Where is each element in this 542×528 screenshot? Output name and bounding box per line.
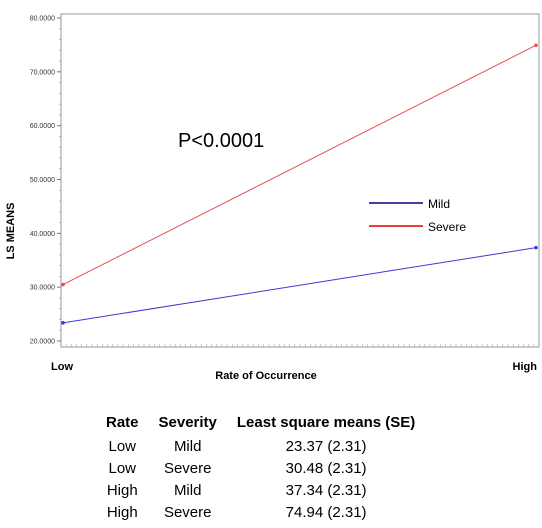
series-line-mild (62, 247, 537, 324)
y-tick-label: 40.0000 (30, 231, 55, 238)
x-category-low: Low (51, 361, 73, 373)
cell-rate: High (106, 503, 138, 521)
x-axis-minor-ticks (65, 344, 535, 347)
y-axis-title: LS MEANS (5, 203, 17, 260)
table-row: Low Mild 23.37 (2.31) (96, 435, 425, 457)
series-line-severe (62, 44, 537, 286)
series-layer (61, 43, 538, 325)
data-point-mild (61, 321, 65, 325)
y-tick-label: 60.0000 (30, 123, 55, 130)
y-tick-label: 20.0000 (30, 339, 55, 346)
legend-label-severe: Severe (428, 220, 466, 234)
cell-severity: Severe (163, 459, 212, 477)
x-axis-title: Rate of Occurrence (215, 370, 316, 382)
table-header-row: Rate Severity Least square means (SE) (96, 410, 425, 435)
cell-ls-mean: 74.94 (2.31) (285, 503, 367, 521)
cell-severity: Severe (163, 503, 212, 521)
cell-rate: High (106, 481, 138, 499)
plot-frame (60, 13, 540, 348)
legend: Mild Severe (369, 197, 466, 234)
table-row: High Mild 37.34 (2.31) (96, 479, 425, 501)
cell-ls-mean: 23.37 (2.31) (285, 437, 367, 455)
cell-rate: Low (108, 459, 137, 477)
legend-label-mild: Mild (428, 197, 450, 211)
x-category-high: High (513, 361, 538, 373)
header-severity: Severity (158, 414, 217, 431)
y-tick-label: 80.0000 (30, 16, 55, 23)
cell-rate: Low (108, 437, 137, 455)
data-point-severe (534, 43, 538, 48)
p-value-annotation: P<0.0001 (178, 130, 264, 152)
ls-means-chart: 20.0000 30.0000 40.0000 50.0000 60.0000 70.00… (5, 13, 540, 382)
header-ls-means: Least square means (SE) (236, 414, 416, 431)
data-point-mild (534, 245, 538, 250)
cell-ls-mean: 37.34 (2.31) (285, 481, 367, 499)
cell-severity: Mild (173, 481, 202, 499)
results-table: Rate Severity Least square means (SE) Lo… (96, 410, 425, 523)
data-point-severe (61, 282, 65, 287)
cell-severity: Mild (173, 437, 202, 455)
y-axis: 20.0000 30.0000 40.0000 50.0000 60.0000 70.00… (30, 16, 61, 346)
table-row: High Severe 74.94 (2.31) (96, 501, 425, 523)
header-rate: Rate (106, 414, 139, 431)
table-row: Low Severe 30.48 (2.31) (96, 457, 425, 479)
cell-ls-mean: 30.48 (2.31) (285, 459, 367, 477)
y-tick-label: 50.0000 (30, 177, 55, 184)
y-tick-label: 70.0000 (30, 69, 55, 76)
y-tick-label: 30.0000 (30, 285, 55, 292)
